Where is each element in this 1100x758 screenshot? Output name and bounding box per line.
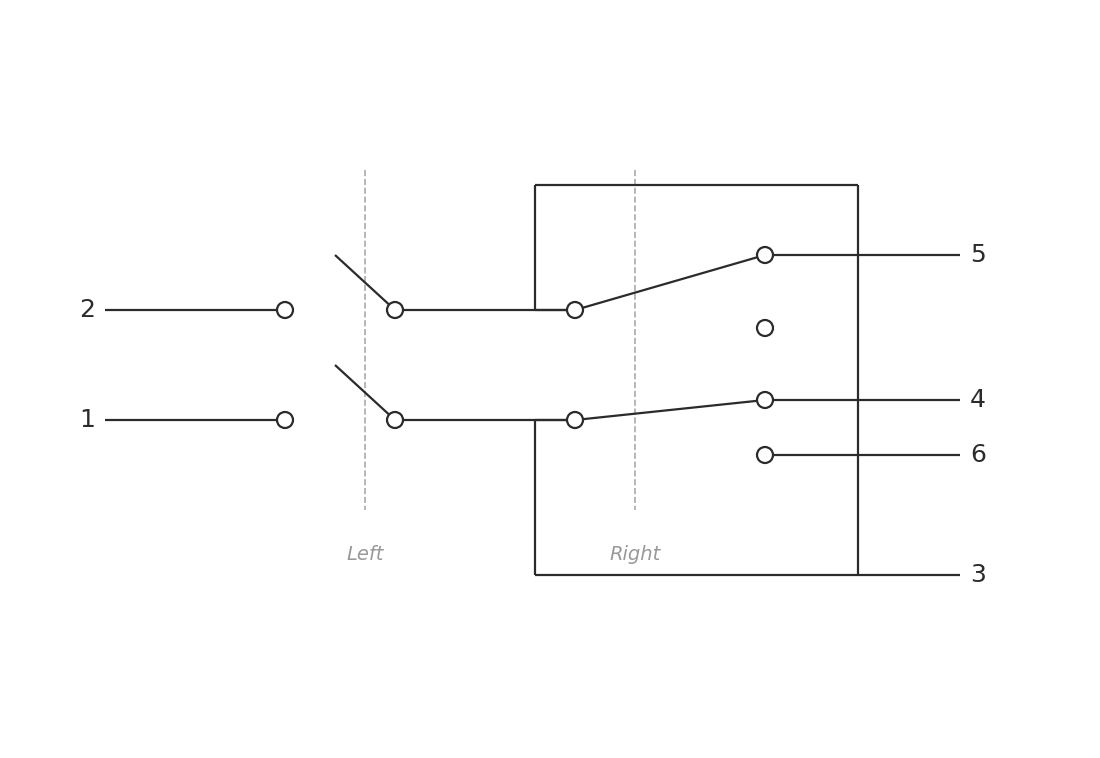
Text: 5: 5 xyxy=(970,243,986,267)
Circle shape xyxy=(757,447,773,463)
Circle shape xyxy=(277,412,293,428)
Text: 6: 6 xyxy=(970,443,986,467)
Text: 3: 3 xyxy=(970,563,986,587)
Circle shape xyxy=(387,302,403,318)
Circle shape xyxy=(566,302,583,318)
Circle shape xyxy=(757,320,773,336)
Circle shape xyxy=(757,247,773,263)
Text: Left: Left xyxy=(346,545,384,564)
Circle shape xyxy=(387,412,403,428)
Text: 4: 4 xyxy=(970,388,986,412)
Text: 2: 2 xyxy=(79,298,95,322)
Text: Right: Right xyxy=(609,545,661,564)
Circle shape xyxy=(757,392,773,408)
Circle shape xyxy=(566,412,583,428)
Circle shape xyxy=(277,302,293,318)
Text: 1: 1 xyxy=(79,408,95,432)
